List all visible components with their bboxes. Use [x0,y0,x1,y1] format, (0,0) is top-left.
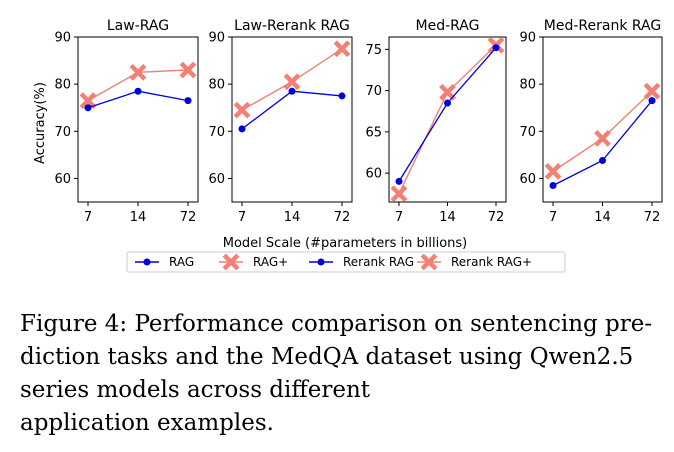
axes-frame [77,36,199,203]
x-tick-label: 7 [84,210,92,225]
y-tick-label: 80 [519,78,536,93]
data-point [129,63,147,81]
data-point [238,125,246,133]
x-tick-label: 7 [238,210,246,225]
caption-line: application examples. [20,410,274,436]
legend-label: RAG [169,255,194,269]
y-tick-label: 60 [519,172,536,187]
x-tick-label: 14 [594,210,611,225]
y-tick-label: 65 [365,125,382,140]
data-point [444,99,451,107]
y-tick-label: 90 [519,31,536,46]
panel-1: Law-RAG 60 70 80 90 7 14 72 [54,18,199,225]
y-tick-label: 90 [54,31,71,46]
legend-marker [317,258,325,266]
legend-label: Rerank RAG [343,255,414,269]
panel-title: Law-Rerank RAG [234,18,350,34]
x-axis-label: Model Scale (#parameters in billions) [223,236,468,251]
y-tick-label: 70 [54,125,71,140]
data-point [492,44,500,52]
y-tick-label: 60 [208,172,225,187]
y-tick-label: 90 [208,31,225,46]
series-line [398,44,497,195]
panel-3: Med-RAG 60 65 70 75 7 14 72 [365,18,507,225]
y-tick-label: 60 [365,167,382,182]
legend-item: RAG [135,255,194,269]
legend-label: Rerank RAG+ [451,255,532,269]
data-point [549,182,557,189]
caption-line: Figure 4: Performance comparison on sent… [20,311,653,337]
data-point [184,97,192,105]
legend-label: RAG+ [253,255,288,269]
x-tick-label: 72 [180,210,197,225]
data-point [79,92,97,110]
panel-4: Med-Rerank RAG 60 70 80 90 7 14 72 [519,18,663,225]
x-tick-label: 7 [395,210,403,225]
y-tick-label: 70 [519,125,536,140]
panel-title: Med-Rerank RAG [544,18,661,34]
y-tick-label: 75 [365,43,382,58]
data-point [599,157,606,165]
caption-line: series models across different [20,377,370,403]
data-point [134,87,142,95]
data-point [439,83,456,101]
panel-title: Law-RAG [107,18,169,34]
x-tick-label: 7 [549,210,557,225]
caption-watermark-overlay [372,372,674,452]
chart-panels: Law-RAG 60 70 80 90 7 14 72 Law-Rerank RAG 60 70 80… [54,18,663,225]
panel-2: Law-Rerank RAG 60 70 80 90 7 14 72 [208,18,353,225]
data-point [233,101,251,119]
series-line [398,47,497,182]
legend-marker [143,258,151,266]
legend-item: RAG+ [219,253,288,271]
legend-marker [222,253,240,271]
legend-marker [420,253,438,271]
axes-frame [231,36,353,203]
data-point [84,104,92,112]
data-point [283,73,301,91]
data-point [643,82,661,100]
series-line [552,100,653,187]
series-line [241,90,343,130]
y-axis-label: Accuracy(%) [33,82,48,164]
data-point [395,177,403,185]
y-tick-label: 80 [208,78,225,93]
axes-frame [542,36,663,203]
legend: RAG RAG+ Rerank RAG Rerank RAG+ [126,251,566,273]
data-point [390,185,408,203]
data-point [544,162,562,180]
panel-title: Med-RAG [416,18,480,34]
data-point [333,40,351,58]
legend-item: Rerank RAG [309,255,414,269]
x-tick-label: 72 [334,210,351,225]
figure: Law-RAG 60 70 80 90 7 14 72 Law-Rerank RAG 60 70 80… [33,18,663,273]
x-tick-label: 72 [488,210,505,225]
caption-line: diction tasks and the MedQA dataset usin… [20,344,634,370]
data-point [648,97,656,105]
x-tick-label: 14 [130,210,147,225]
x-tick-label: 14 [439,210,456,225]
figure-caption: Figure 4: Performance comparison on sent… [20,308,660,440]
legend-item: Rerank RAG+ [417,253,532,271]
data-point [288,87,296,95]
x-tick-label: 14 [284,210,301,225]
y-tick-label: 70 [208,125,225,140]
y-tick-label: 60 [54,172,71,187]
x-tick-label: 72 [644,210,661,225]
y-tick-label: 70 [365,84,382,99]
y-tick-label: 80 [54,78,71,93]
data-point [594,129,611,147]
data-point [338,92,346,100]
data-point [179,61,197,79]
